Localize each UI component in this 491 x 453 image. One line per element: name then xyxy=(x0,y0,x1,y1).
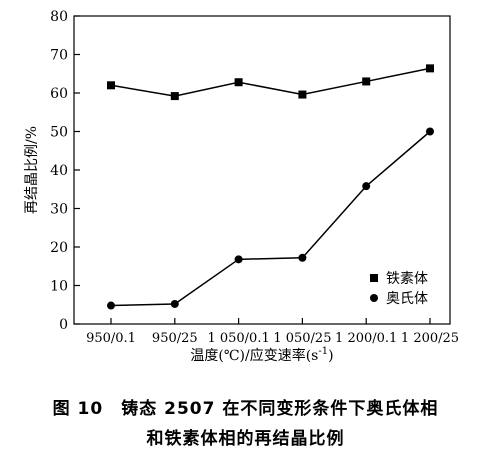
y-tick-label: 50 xyxy=(50,125,68,141)
y-tick-label: 60 xyxy=(50,86,68,102)
data-point xyxy=(298,90,307,99)
data-point xyxy=(298,253,307,262)
figure-caption-line2: 和铁素体相的再结晶比例 xyxy=(146,429,345,449)
x-axis: 950/0.1 950/25 1 050/0.1 1 050/25 1 200/0.1 1… xyxy=(86,318,459,346)
y-tick-label: 40 xyxy=(50,163,68,179)
x-tick-label: 1 050/0.1 xyxy=(207,331,269,346)
y-tick-label: 0 xyxy=(59,317,68,333)
x-axis-label-sup: -1 xyxy=(318,346,328,357)
legend-label: 铁素体 xyxy=(386,271,428,287)
x-axis-label: 温度(℃)/应变速率(s-1) xyxy=(190,346,333,364)
y-axis: 0 10 20 30 40 50 60 70 80 xyxy=(50,9,80,333)
series-line xyxy=(110,130,431,307)
y-tick-label: 30 xyxy=(50,202,68,218)
data-point xyxy=(426,127,434,136)
figure-caption-line1: 图 10 铸态 2507 在不同变形条件下奥氏体相 xyxy=(52,399,439,419)
y-tick-label: 70 xyxy=(50,48,68,64)
data-point xyxy=(234,255,243,264)
series-layer xyxy=(107,64,434,310)
x-axis-label-main: 温度(℃)/应变速率(s xyxy=(190,347,318,364)
series-2 xyxy=(107,127,434,310)
x-tick-label: 1 200/25 xyxy=(401,331,459,346)
x-axis-label-end: ) xyxy=(328,348,333,364)
data-point xyxy=(362,182,371,191)
data-point xyxy=(107,301,115,310)
data-point xyxy=(426,64,434,73)
x-tick-label: 1 200/0.1 xyxy=(335,331,397,346)
x-tick-label: 1 050/25 xyxy=(273,331,331,346)
data-point xyxy=(170,92,179,101)
data-point xyxy=(362,77,371,86)
legend-marker xyxy=(370,274,378,282)
legend-marker xyxy=(370,294,378,302)
chart: 0 10 20 30 40 50 60 70 80 950/0.1 950/25 1 050/0.1… xyxy=(24,9,459,364)
series-1 xyxy=(107,64,434,101)
y-tick-label: 20 xyxy=(50,240,68,256)
data-point xyxy=(107,81,115,90)
y-axis-label: 再结晶比例/% xyxy=(24,126,40,214)
data-point xyxy=(170,299,179,308)
series-line xyxy=(110,67,431,97)
legend-label: 奥氏体 xyxy=(386,290,428,307)
y-tick-label: 10 xyxy=(50,279,68,295)
data-point xyxy=(234,78,243,87)
x-tick-label: 950/0.1 xyxy=(86,331,136,346)
y-tick-label: 80 xyxy=(50,9,68,25)
x-tick-label: 950/25 xyxy=(152,331,198,346)
